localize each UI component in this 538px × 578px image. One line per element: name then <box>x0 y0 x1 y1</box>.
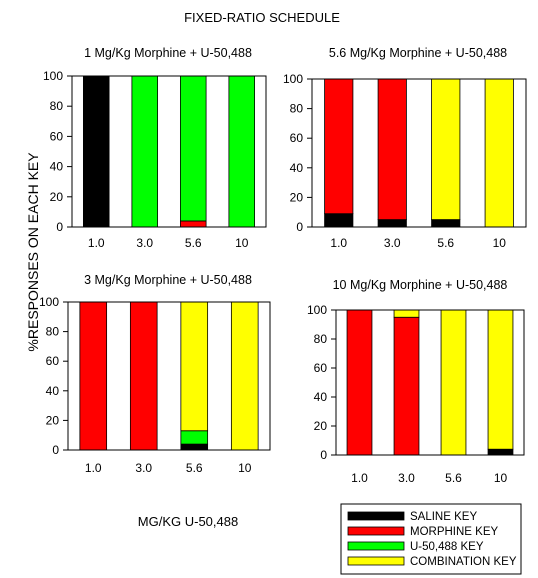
bar-segment-combination-key <box>440 309 467 456</box>
legend-swatch-u50488 <box>347 541 405 551</box>
x-tick-label: 1.0 <box>85 461 102 475</box>
x-tick-label: 10 <box>235 236 249 250</box>
legend-label-u50488: U-50,488 KEY <box>410 541 484 553</box>
bar-segment-u-50-488-key <box>228 75 256 228</box>
bar-segment-morphine-key <box>129 301 158 451</box>
bar-segment-morphine-key <box>324 78 354 215</box>
y-tick-label: 100 <box>39 295 59 309</box>
y-tick-label: 80 <box>290 102 304 116</box>
y-tick-label: 40 <box>46 384 60 398</box>
y-tick-label: 100 <box>283 72 303 86</box>
y-tick-label: 60 <box>46 354 60 368</box>
bar-segment-combination-key <box>431 78 461 221</box>
y-tick-label: 80 <box>314 332 328 346</box>
legend-item-combination: COMBINATION KEY <box>347 556 517 568</box>
panel-title: 1 Mg/Kg Morphine + U-50,488 <box>84 46 252 60</box>
y-tick-label: 20 <box>314 419 328 433</box>
figure-title: FIXED-RATIO SCHEDULE <box>184 10 340 25</box>
bar-segment-u-50-488-key <box>131 75 159 228</box>
y-tick-label: 40 <box>314 390 328 404</box>
x-tick-label: 3.0 <box>384 236 401 250</box>
x-tick-label: 1.0 <box>330 236 347 250</box>
y-tick-label: 20 <box>46 413 60 427</box>
bar-segment-combination-key <box>487 309 514 450</box>
y-tick-label: 60 <box>50 129 64 143</box>
legend-item-u50488: U-50,488 KEY <box>347 541 484 553</box>
y-tick-label: 20 <box>50 190 64 204</box>
bar-segment-saline-key <box>377 219 407 228</box>
y-tick-label: 60 <box>314 361 328 375</box>
panel-title: 10 Mg/Kg Morphine + U-50,488 <box>333 278 508 292</box>
y-tick-label: 40 <box>290 161 304 175</box>
x-tick-label: 5.6 <box>186 461 203 475</box>
legend-swatch-combination <box>347 556 405 566</box>
bar-segment-morphine-key <box>393 316 420 456</box>
legend-item-saline: SALINE KEY <box>347 511 477 523</box>
legend-label-morphine: MORPHINE KEY <box>410 526 499 538</box>
bar-segment-saline-key <box>82 75 110 228</box>
y-axis-label: %RESPONSES ON EACH KEY <box>25 152 41 352</box>
y-tick-label: 0 <box>52 443 59 457</box>
plot-frame <box>67 301 271 451</box>
x-axis-label: MG/KG U-50,488 <box>138 514 238 529</box>
y-tick-label: 0 <box>296 220 303 234</box>
x-tick-label: 5.6 <box>437 236 454 250</box>
panel-title: 5.6 Mg/Kg Morphine + U-50,488 <box>329 46 507 60</box>
bar-segment-morphine-key <box>377 78 407 221</box>
bar-segment-combination-key <box>180 301 209 432</box>
bar-segment-saline-key <box>487 448 514 456</box>
y-tick-label: 40 <box>50 160 64 174</box>
y-tick-label: 20 <box>290 190 304 204</box>
y-tick-label: 80 <box>50 99 64 113</box>
legend-item-morphine: MORPHINE KEY <box>347 526 499 538</box>
bar-segment-u-50-488-key <box>180 430 209 445</box>
x-tick-label: 5.6 <box>445 471 462 485</box>
panel-title: 3 Mg/Kg Morphine + U-50,488 <box>84 273 252 287</box>
legend-label-saline: SALINE KEY <box>410 511 477 523</box>
bar-segment-morphine-key <box>79 301 108 451</box>
x-tick-label: 1.0 <box>88 236 105 250</box>
bar-segment-morphine-key <box>346 309 373 456</box>
bar-segment-combination-key <box>230 301 259 451</box>
x-tick-label: 10 <box>494 471 508 485</box>
bar-segment-combination-key <box>393 309 420 318</box>
bar-segment-morphine-key <box>179 220 207 228</box>
y-tick-label: 100 <box>43 69 63 83</box>
plot-frame <box>311 78 527 228</box>
bar-segment-saline-key <box>180 443 209 451</box>
legend: SALINE KEY MORPHINE KEY U-50,488 KEY COM… <box>340 503 522 575</box>
bar-segment-combination-key <box>484 78 514 228</box>
y-tick-label: 100 <box>307 303 327 317</box>
plot-frame <box>71 75 267 228</box>
legend-swatch-saline <box>347 511 405 521</box>
y-tick-label: 60 <box>290 131 304 145</box>
x-tick-label: 3.0 <box>135 461 152 475</box>
panel-5-6mg: 5.6 Mg/Kg Morphine + U-50,488 1.0 3.0 5.6 10… <box>283 46 527 250</box>
x-tick-label: 5.6 <box>185 236 202 250</box>
y-tick-label: 0 <box>320 448 327 462</box>
x-tick-label: 3.0 <box>398 471 415 485</box>
y-tick-label: 80 <box>46 325 60 339</box>
x-tick-label: 1.0 <box>351 471 368 485</box>
legend-label-combination: COMBINATION KEY <box>410 556 517 568</box>
x-tick-label: 10 <box>493 236 507 250</box>
bar-segment-saline-key <box>324 213 354 228</box>
x-tick-label: 10 <box>238 461 252 475</box>
x-tick-label: 3.0 <box>136 236 153 250</box>
y-tick-label: 0 <box>56 220 63 234</box>
plot-frame <box>335 309 525 456</box>
legend-swatch-morphine <box>347 526 405 536</box>
bar-segment-u-50-488-key <box>179 75 207 222</box>
bar-segment-saline-key <box>431 219 461 228</box>
